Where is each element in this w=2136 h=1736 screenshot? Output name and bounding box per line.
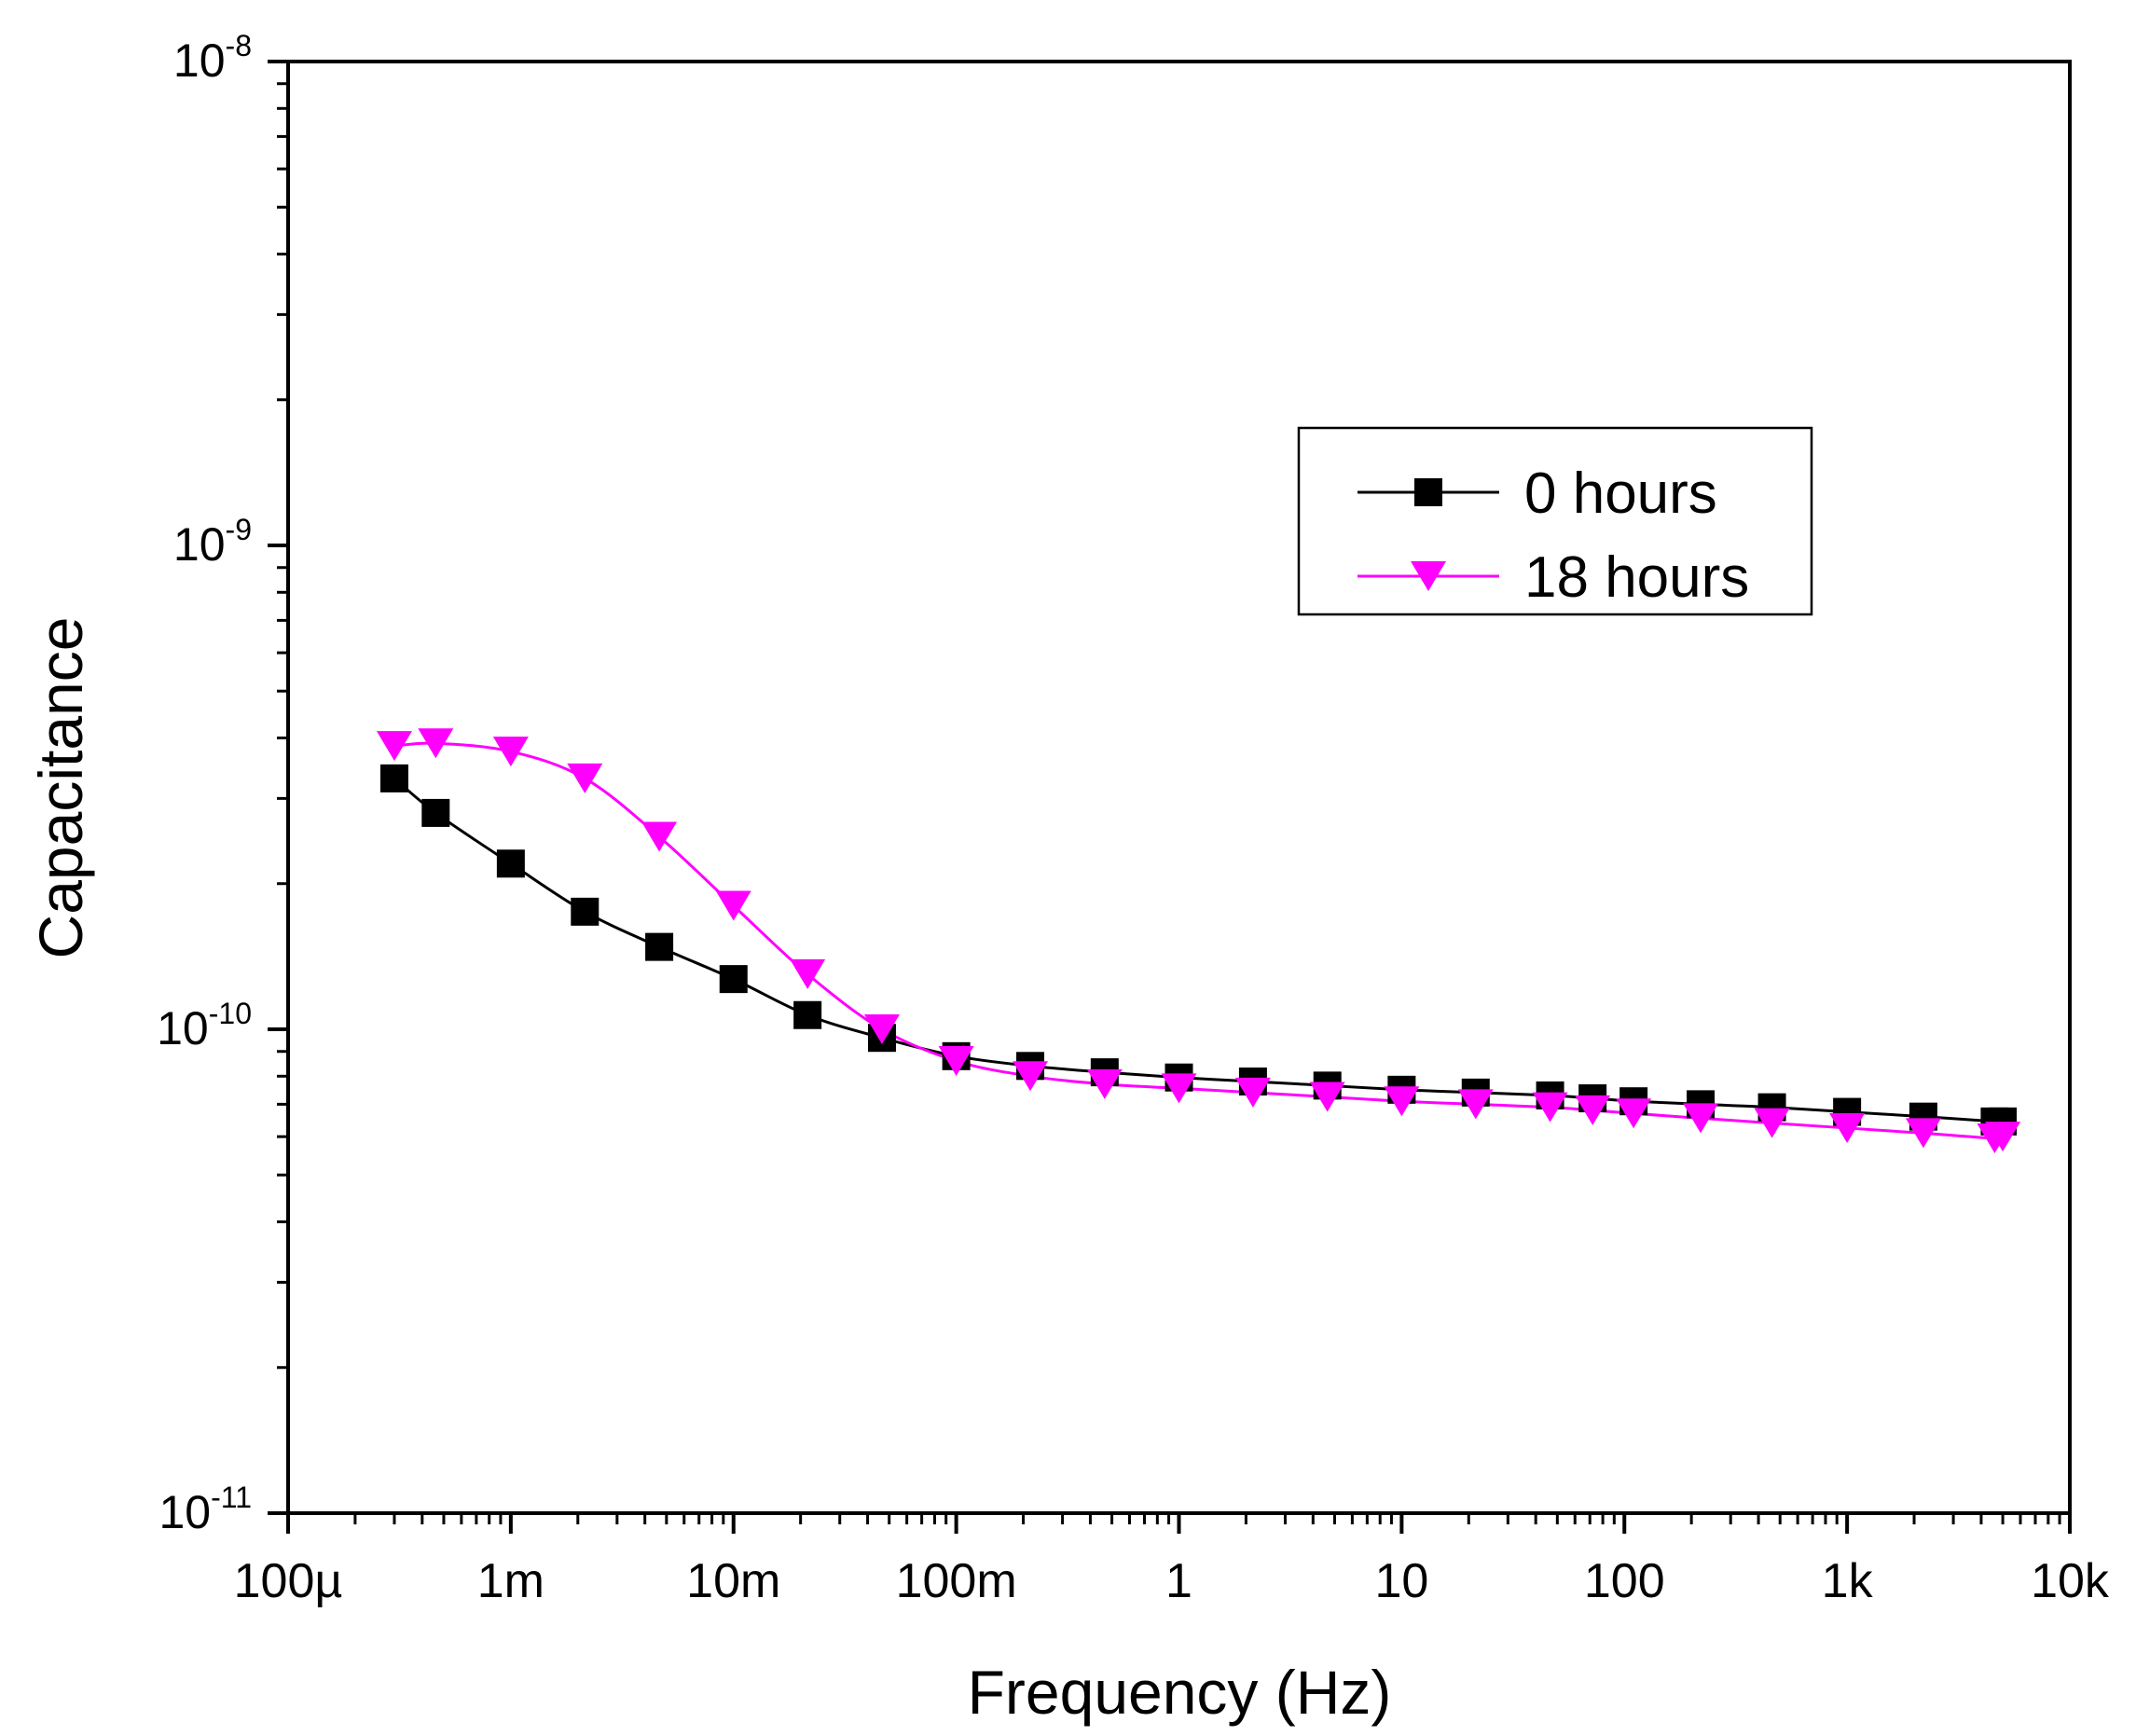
data-point-1 xyxy=(1754,1108,1790,1138)
series-markers xyxy=(376,728,2021,1154)
y-axis-label: Capacitance xyxy=(26,617,95,959)
data-point-1 xyxy=(1683,1103,1719,1134)
data-point-1 xyxy=(376,731,412,762)
axis-ticks xyxy=(268,60,2072,1534)
data-point-0 xyxy=(379,764,408,792)
data-point-1 xyxy=(1234,1077,1271,1108)
data-point-1 xyxy=(1384,1086,1420,1117)
data-point-1 xyxy=(1532,1092,1568,1123)
data-point-0 xyxy=(571,897,599,926)
data-point-1 xyxy=(1309,1082,1345,1112)
data-point-0 xyxy=(793,1000,822,1029)
data-point-1 xyxy=(1161,1073,1197,1104)
data-point-1 xyxy=(641,821,678,852)
data-point-1 xyxy=(790,958,826,989)
x-tick-label: 10k xyxy=(2031,1554,2110,1608)
data-point-1 xyxy=(1616,1098,1652,1129)
x-tick-label: 100 xyxy=(1584,1554,1665,1608)
y-tick-label: 10-11 xyxy=(159,1481,253,1538)
data-point-1 xyxy=(1985,1122,2021,1152)
legend-marker-0 xyxy=(1414,478,1442,506)
x-tick-label: 100m xyxy=(896,1554,1017,1608)
data-point-1 xyxy=(567,763,603,793)
y-tick-label: 10-10 xyxy=(157,997,252,1054)
y-tick-label: 10-8 xyxy=(173,29,252,87)
data-point-1 xyxy=(1013,1061,1049,1092)
data-point-1 xyxy=(863,1014,900,1044)
x-tick-label: 1 xyxy=(1165,1554,1192,1608)
x-tick-label: 10m xyxy=(686,1554,780,1608)
legend-box xyxy=(1297,426,1813,616)
legend-label-1: 18 hours xyxy=(1524,545,1749,610)
data-point-1 xyxy=(1575,1095,1611,1125)
x-tick-label: 10 xyxy=(1374,1554,1428,1608)
data-point-1 xyxy=(492,737,529,767)
legend: 0 hours 18 hours xyxy=(1297,426,1813,616)
data-point-0 xyxy=(645,932,674,961)
data-point-1 xyxy=(715,890,751,921)
data-point-1 xyxy=(418,728,454,759)
legend-label-0: 0 hours xyxy=(1524,462,1717,526)
x-tick-label: 1m xyxy=(477,1554,544,1608)
y-tick-label: 10-9 xyxy=(173,513,252,571)
x-tick-label: 100µ xyxy=(234,1554,343,1608)
data-point-1 xyxy=(1905,1118,1941,1149)
axis-tick-labels: 100µ 1m 10m 100m 1 10 100 1k 10k 10-11 10-10 10-9 10… xyxy=(157,29,2110,1608)
data-point-0 xyxy=(496,849,525,878)
data-point-1 xyxy=(938,1045,974,1076)
data-point-0 xyxy=(719,965,748,994)
data-point-0 xyxy=(421,798,450,827)
data-point-1 xyxy=(1457,1089,1494,1120)
x-tick-label: 1k xyxy=(1822,1554,1874,1608)
x-axis-label: Frequency (Hz) xyxy=(968,1658,1392,1727)
data-point-1 xyxy=(1086,1068,1123,1099)
legend-marker-1 xyxy=(1411,561,1446,591)
data-point-1 xyxy=(1829,1112,1866,1143)
